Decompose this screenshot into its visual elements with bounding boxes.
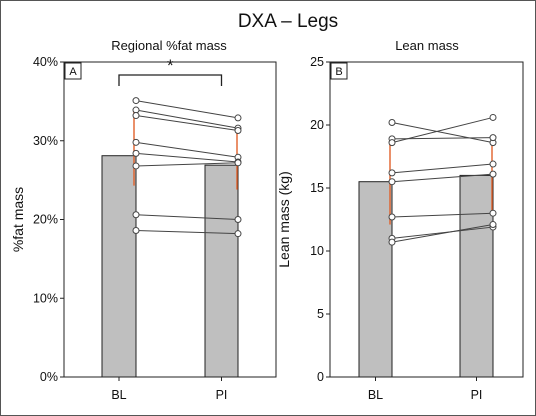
panel-b-xtick-label: BL [368, 388, 383, 402]
panel-a-subject-line-3 [135, 115, 239, 132]
panel-a-point-pi-6 [234, 159, 242, 167]
panel-b-subject-line-7 [391, 226, 494, 239]
panel-b-letter: B [335, 66, 342, 78]
panel-a-subject-line-4 [135, 141, 239, 158]
panel-b-point-bl-3 [388, 139, 396, 147]
panel-b-point-bl-5 [388, 178, 396, 186]
panel-a-letter-box [64, 62, 82, 80]
panel-a-ytick-label: 0% [40, 370, 58, 384]
panel-b-point-pi-6 [489, 209, 497, 217]
panel-b-point-pi-5 [489, 170, 497, 178]
panel-b-point-bl-4 [388, 169, 396, 177]
panel-a-subject-line-1 [135, 100, 239, 119]
panel-b-subject-line-6 [391, 212, 494, 218]
panel-a-plot-frame [63, 61, 277, 378]
panel-a-subject-line-2 [135, 109, 239, 129]
panel-b-point-pi-4 [489, 160, 497, 168]
panel-b-point-pi-3 [489, 113, 497, 121]
panel-b-bar-bl [358, 181, 393, 378]
panel-b-subject-line-5 [391, 173, 494, 183]
panel-a-letter: A [69, 66, 77, 78]
panel-a-point-bl-7 [132, 211, 140, 219]
panel-b-ytick-label: 5 [317, 307, 324, 321]
panel-b-point-bl-1 [388, 118, 396, 126]
panel-a-xtick-label: PI [216, 388, 228, 402]
panel-a-significance-bracket [118, 74, 223, 86]
panel-a-subject-line-6 [135, 162, 239, 167]
panel-b-point-bl-6 [388, 213, 396, 221]
panel-b-plot-frame [329, 61, 524, 378]
panel-a-ytick-label: 30% [33, 134, 58, 148]
panel-b-subject-line-1 [391, 121, 494, 144]
panel-b-title: Lean mass [395, 38, 459, 53]
panel-a-point-bl-1 [132, 97, 140, 105]
panel-a-xtick-label: BL [111, 388, 126, 402]
panel-b-point-pi-2 [489, 134, 497, 142]
panel-b-subject-line-4 [391, 163, 494, 174]
panel-b-subject-line-3 [391, 116, 494, 144]
panel-a-point-pi-7 [234, 216, 242, 223]
panel-a-bar-pi [204, 164, 239, 378]
panel-b-ylabel: Lean mass (kg) [276, 171, 292, 267]
panel-a-ytick-label: 20% [33, 213, 58, 227]
panel-a-title: Regional %fat mass [111, 38, 227, 53]
panel-a-point-pi-1 [234, 114, 242, 122]
panel-a-point-bl-3 [132, 112, 140, 120]
panel-a-point-bl-8 [132, 227, 140, 235]
panel-a-point-bl-5 [132, 149, 140, 157]
panel-b-letter-box [330, 62, 348, 80]
panel-a-significance-marker: * [167, 56, 174, 75]
panel-b-bar-pi [459, 174, 494, 378]
panel-b-ytick-label: 25 [310, 55, 324, 69]
panel-b-point-bl-8 [388, 238, 396, 246]
panel-a-point-pi-8 [234, 230, 242, 238]
panel-a-point-bl-4 [132, 138, 140, 146]
panel-b-ytick-label: 10 [310, 244, 324, 258]
figure-title: DXA – Legs [238, 11, 338, 32]
panel-a-subject-line-5 [135, 152, 239, 163]
panel-b-ytick-label: 0 [317, 370, 324, 384]
panel-b-subject-line-8 [391, 224, 494, 243]
panel-a-ytick-label: 40% [33, 55, 58, 69]
panel-b-ytick-label: 20 [310, 118, 324, 132]
panel-a-point-bl-6 [132, 162, 140, 170]
panel-b-ytick-label: 15 [310, 181, 324, 195]
panel-b-point-pi-8 [489, 221, 497, 229]
panel-a-ytick-label: 10% [33, 291, 58, 305]
panel-a-point-pi-3 [234, 127, 242, 135]
panel-b-xtick-label: PI [471, 388, 483, 402]
panel-a-subject-line-8 [135, 230, 239, 235]
panel-a-ylabel: %fat mass [10, 187, 26, 252]
panel-a-subject-line-7 [135, 214, 239, 220]
panel-a-bar-bl [101, 155, 137, 378]
